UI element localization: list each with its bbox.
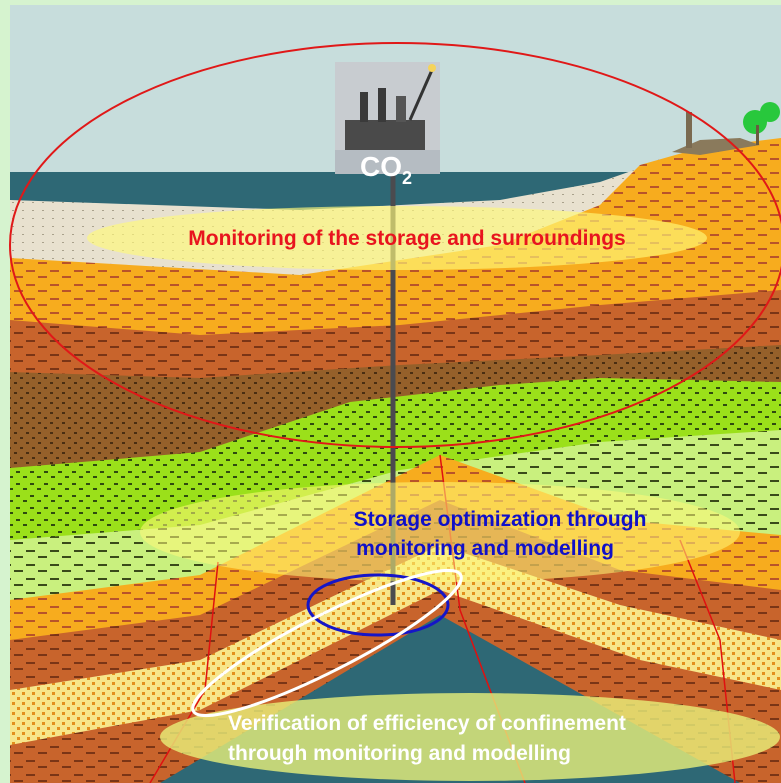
- co2-subscript: 2: [402, 168, 412, 188]
- tree: [672, 102, 780, 155]
- zone-label: Verification of efficiency of confinemen…: [228, 712, 626, 735]
- zone-label: through monitoring and modelling: [228, 742, 571, 765]
- platform: CO2: [335, 62, 440, 188]
- zone-highlight: [140, 482, 740, 582]
- confinement-ellipse: [191, 568, 463, 718]
- monitoring-ellipse: [9, 42, 781, 448]
- zone-label: monitoring and modelling: [356, 537, 614, 560]
- zone-label: Storage optimization through: [354, 508, 647, 531]
- zone-highlight: [160, 693, 780, 781]
- optimization-ellipse: [306, 573, 450, 637]
- co2-label: CO2: [360, 151, 412, 188]
- zone-label: Monitoring of the storage and surroundin…: [188, 227, 625, 250]
- co2-main: CO: [360, 151, 402, 182]
- zone-highlight: [87, 206, 707, 270]
